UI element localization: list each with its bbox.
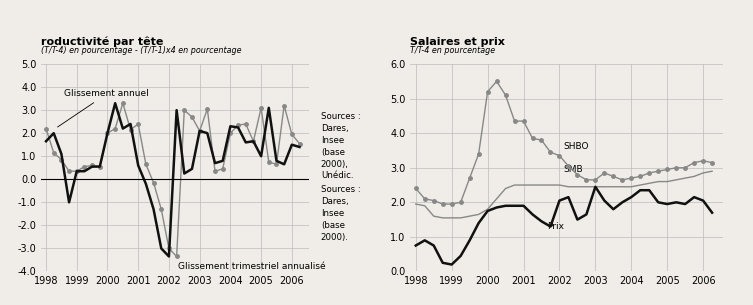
- Text: Glissement annuel: Glissement annuel: [57, 89, 149, 127]
- Text: SMB: SMB: [563, 165, 583, 174]
- Text: (T/T-4) en pourcentage - (T/T-1)x4 en pourcentage: (T/T-4) en pourcentage - (T/T-1)x4 en po…: [41, 46, 242, 55]
- Text: Sources :
Dares,
Insee
(base
2000),
Unédic.: Sources : Dares, Insee (base 2000), Unéd…: [321, 113, 361, 180]
- Text: SHBO: SHBO: [563, 142, 589, 151]
- Text: roductivité par tête: roductivité par tête: [41, 36, 164, 47]
- Text: Salaires et prix: Salaires et prix: [410, 37, 505, 47]
- Text: Glissement trimestriel annualisé: Glissement trimestriel annualisé: [178, 262, 326, 271]
- Text: Sources :
Dares,
Insee
(base
2000).: Sources : Dares, Insee (base 2000).: [321, 185, 361, 242]
- Text: T/T-4 en pourcentage: T/T-4 en pourcentage: [410, 46, 495, 55]
- Text: Prix: Prix: [547, 222, 564, 231]
